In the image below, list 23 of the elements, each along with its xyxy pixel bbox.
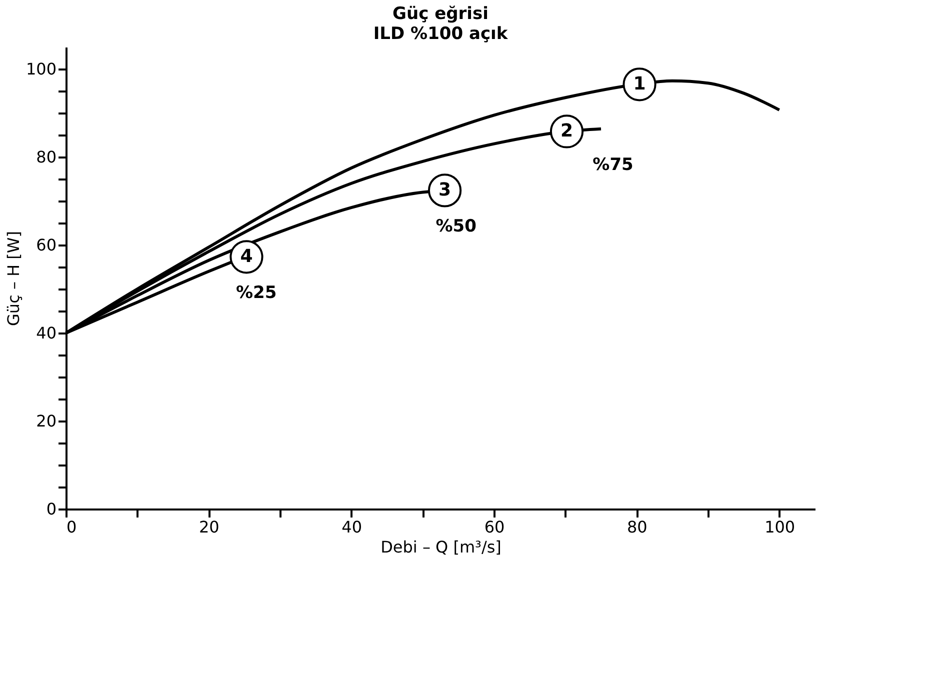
chart-title: Güç eğrisi (392, 4, 488, 24)
chart-subtitle: ILD %100 açık (373, 24, 508, 44)
x-tick-label: 40 (342, 518, 362, 536)
annotation: 4 (240, 246, 253, 267)
annotation: 3 (438, 179, 452, 200)
annotation: 2 (560, 120, 574, 142)
annotation: %25 (236, 282, 277, 303)
x-tick-label: 100 (764, 518, 796, 536)
x-tick-label: 0 (66, 518, 77, 536)
x-tick-label: 80 (626, 518, 648, 536)
y-tick-label: 100 (26, 60, 56, 78)
y-axis-title: Güç – H [W] (4, 231, 23, 326)
y-tick-label: 20 (36, 412, 56, 430)
x-tick-label: 60 (484, 518, 505, 536)
y-tick-label: 60 (36, 236, 56, 254)
x-tick-label: 20 (198, 518, 220, 536)
x-axis-title: Debi – Q [m³/s] (380, 538, 502, 556)
annotation: %75 (592, 154, 634, 175)
annotation: %50 (436, 216, 477, 236)
y-tick-label: 40 (36, 324, 56, 342)
annotation: 1 (633, 73, 646, 94)
y-tick-label: 80 (36, 148, 56, 166)
y-tick-label: 0 (46, 500, 56, 518)
